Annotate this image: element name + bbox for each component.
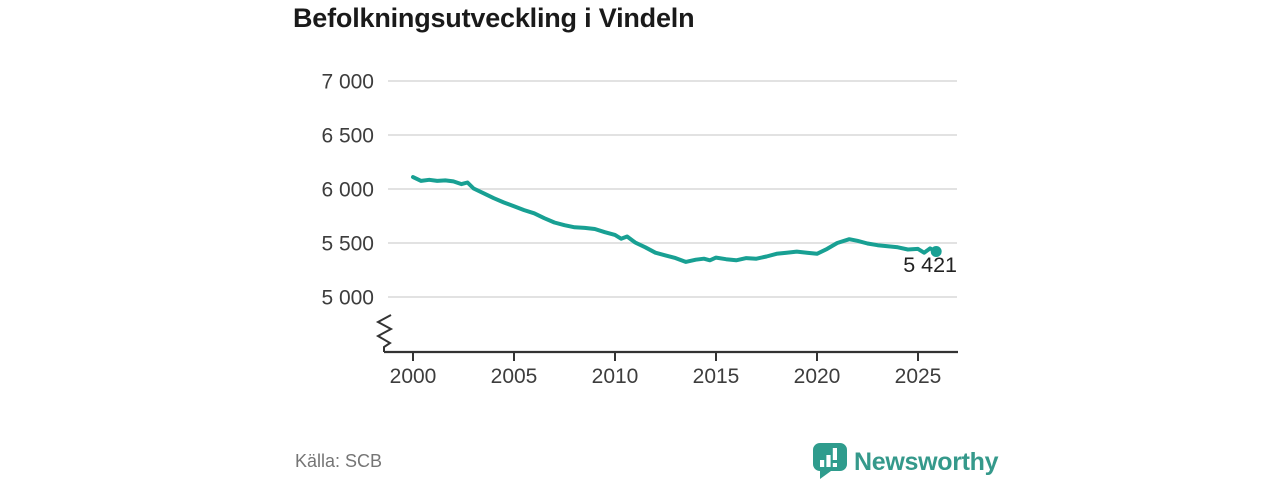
- y-tick-label: 5 000: [321, 287, 374, 310]
- population-line: [411, 175, 939, 264]
- source-note: Källa: SCB: [295, 451, 383, 471]
- latest-value-dot: [930, 246, 942, 258]
- newsworthy-logo-text: Newsworthy: [854, 447, 999, 476]
- newsworthy-speech-bubble-barchart-icon: [810, 440, 847, 480]
- y-tick-label: 7 000: [321, 71, 374, 94]
- y-tick-label: 6 000: [321, 179, 374, 202]
- x-tick-label: 2025: [895, 365, 942, 388]
- x-tick-label: 2005: [491, 365, 538, 388]
- newsworthy-logo: Newsworthy: [810, 440, 999, 480]
- x-tick-label: 2010: [592, 365, 639, 388]
- y-tick-label: 6 500: [321, 125, 374, 148]
- axis-break-icon: [375, 314, 394, 352]
- x-tick-label: 2020: [794, 365, 841, 388]
- page-title: Befolkningsutveckling i Vindeln: [293, 3, 695, 33]
- y-tick-label: 5 500: [321, 233, 374, 256]
- x-tick-label: 2000: [390, 365, 437, 388]
- end-value-label: 5 421: [903, 253, 957, 277]
- x-tick-label: 2015: [693, 365, 740, 388]
